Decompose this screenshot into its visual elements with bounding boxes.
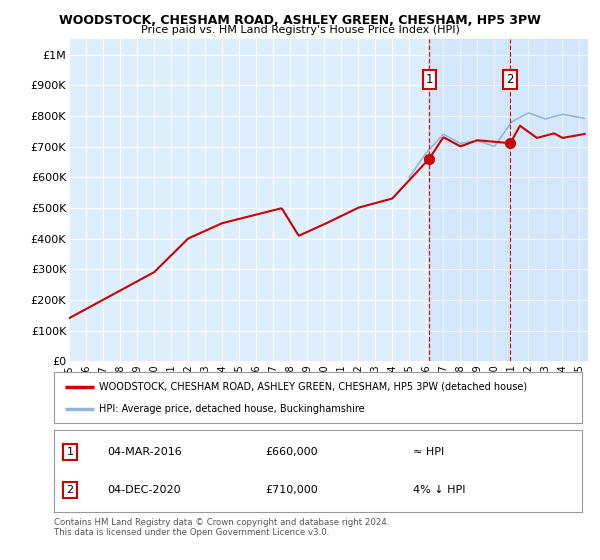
Text: £710,000: £710,000 <box>265 485 318 495</box>
Text: £660,000: £660,000 <box>265 447 318 457</box>
Text: HPI: Average price, detached house, Buckinghamshire: HPI: Average price, detached house, Buck… <box>99 404 365 414</box>
Text: ≈ HPI: ≈ HPI <box>413 447 444 457</box>
Text: 4% ↓ HPI: 4% ↓ HPI <box>413 485 466 495</box>
Text: Contains HM Land Registry data © Crown copyright and database right 2024.
This d: Contains HM Land Registry data © Crown c… <box>54 518 389 538</box>
Text: Price paid vs. HM Land Registry's House Price Index (HPI): Price paid vs. HM Land Registry's House … <box>140 25 460 35</box>
Text: 1: 1 <box>425 73 433 86</box>
Bar <box>429 39 588 361</box>
Text: WOODSTOCK, CHESHAM ROAD, ASHLEY GREEN, CHESHAM, HP5 3PW (detached house): WOODSTOCK, CHESHAM ROAD, ASHLEY GREEN, C… <box>99 381 527 391</box>
Text: 1: 1 <box>67 447 73 457</box>
Text: 2: 2 <box>66 485 73 495</box>
Text: WOODSTOCK, CHESHAM ROAD, ASHLEY GREEN, CHESHAM, HP5 3PW: WOODSTOCK, CHESHAM ROAD, ASHLEY GREEN, C… <box>59 14 541 27</box>
Text: 04-MAR-2016: 04-MAR-2016 <box>107 447 182 457</box>
Text: 04-DEC-2020: 04-DEC-2020 <box>107 485 181 495</box>
Text: 2: 2 <box>506 73 514 86</box>
